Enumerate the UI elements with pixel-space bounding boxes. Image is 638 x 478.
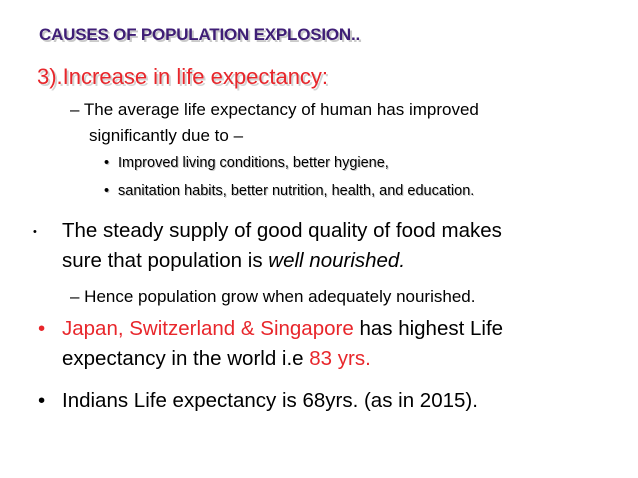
slide-subtitle: 3).Increase in life expectancy:: [37, 64, 329, 89]
bullet-red-text: Japan, Switzerland & Singapore: [62, 317, 354, 340]
bullet-icon: •: [104, 183, 110, 199]
bullet-red-text: 83 yrs.: [309, 347, 371, 370]
slide-title: CAUSES OF POPULATION EXPLOSION..: [39, 25, 361, 44]
bullet-continuation: sure that population is well nourished.: [62, 249, 405, 273]
bullet-text: The steady supply of good quality of foo…: [62, 219, 502, 242]
dash-item: – Hence population grow when adequately …: [70, 287, 476, 306]
dash-item-line-1: – The average life expectancy of human h…: [70, 100, 479, 119]
sub-bullet-item: • Improved living conditions, better hygi…: [104, 155, 389, 171]
bullet-icon: •: [38, 389, 46, 412]
bullet-icon: •: [104, 155, 110, 171]
sub-bullet-text: Improved living conditions, better hygie…: [118, 155, 389, 171]
sub-bullet-item: • sanitation habits, better nutrition, he…: [104, 183, 474, 199]
bullet-icon: •: [38, 317, 46, 340]
bullet-item: • The steady supply of good quality of fo…: [33, 219, 502, 243]
bullet-text: expectancy in the world i.e: [62, 347, 310, 370]
bullet-text: Indians Life expectancy is 68yrs. (as in…: [62, 389, 478, 412]
bullet-continuation: expectancy in the world i.e 83 yrs.: [62, 347, 371, 371]
bullet-text: sure that population is: [62, 249, 269, 272]
bullet-text: has highest Life: [353, 317, 504, 340]
bullet-item: • Japan, Switzerland & Singapore has high…: [38, 317, 503, 341]
emphasis-text: well nourished.: [268, 249, 406, 272]
sub-bullet-text: sanitation habits, better nutrition, hea…: [118, 183, 475, 199]
bullet-item: • Indians Life expectancy is 68yrs. (as i…: [38, 389, 478, 413]
dash-item-line-2: significantly due to –: [89, 126, 244, 145]
bullet-icon: •: [33, 225, 37, 238]
